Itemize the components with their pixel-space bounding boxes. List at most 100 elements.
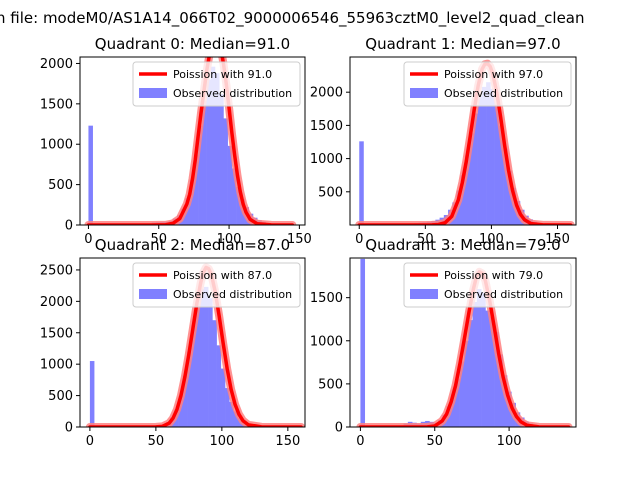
x-tick-label: 100 [479, 232, 504, 247]
y-tick-label: 1500 [40, 97, 73, 112]
histogram-bar [469, 133, 474, 225]
histogram-bar [231, 168, 237, 225]
x-tick-label: 50 [150, 232, 167, 247]
histogram-bar [185, 198, 190, 225]
y-tick-label: 500 [48, 178, 73, 193]
legend-observed-label: Observed distribution [444, 288, 563, 301]
x-tick-label: 100 [209, 434, 234, 449]
quadrant-panel-1: Quadrant 1: Median=97.0 0 50 100 150 500 1000 1… [310, 35, 577, 247]
y-tick-label: 1000 [40, 358, 73, 373]
histogram-bar [502, 375, 508, 427]
histogram-bar [450, 394, 456, 427]
histogram-bar [227, 145, 233, 225]
x-tick-label: 0 [355, 232, 363, 247]
y-tick-label: 1500 [310, 291, 343, 306]
histogram-bar [498, 125, 504, 225]
legend: Poission with 91.0 Observed distribution [132, 61, 301, 107]
x-tick-label: 0 [84, 232, 92, 247]
y-tick-label: 1500 [40, 326, 73, 341]
y-tick-label: 2000 [40, 295, 73, 310]
histogram-bar [360, 258, 366, 427]
histogram-bar [223, 118, 228, 225]
legend-observed-swatch [410, 289, 438, 299]
histogram-bar [206, 79, 212, 225]
panel-title: Quadrant 1: Median=97.0 [365, 35, 560, 53]
legend: Poission with 87.0 Observed distribution [132, 262, 301, 308]
histogram-bar [220, 368, 226, 427]
histogram-bar [489, 316, 495, 427]
histogram-bar [199, 288, 205, 427]
x-tick-label: 150 [275, 434, 300, 449]
plot-area [84, 57, 297, 225]
y-tick-label: 2000 [310, 86, 343, 101]
y-tick-label: 1000 [310, 334, 343, 349]
histogram-bar [459, 361, 465, 427]
legend: Poission with 79.0 Observed distribution [403, 262, 572, 308]
histogram-bar [468, 320, 473, 427]
histogram-bar [215, 73, 220, 225]
quadrant-panel-3: Quadrant 3: Median=79.00 50 10005001000150… [310, 236, 577, 449]
histogram-bar [233, 411, 238, 427]
y-tick-label: 500 [318, 377, 343, 392]
quadrant-panel-0: Quadrant 0: Median=91.00 50 100 15005001000… [40, 35, 312, 247]
x-tick-label: 100 [497, 434, 522, 449]
y-tick-label: 0 [335, 421, 343, 436]
y-tick-label: 500 [318, 185, 343, 200]
histogram-bar [460, 175, 466, 225]
histogram-bar [202, 100, 207, 225]
legend-box [403, 262, 572, 308]
quadrant-panel-2: Quadrant 2: Median=87.00 50 100 15005001000… [40, 236, 306, 449]
histogram-bar [477, 96, 483, 225]
histogram-bar [216, 345, 222, 427]
panel-title: Quadrant 3: Median=79.0 [365, 236, 560, 254]
histogram-bar [486, 82, 491, 225]
histogram-bar [464, 155, 470, 225]
legend-observed-swatch [410, 88, 438, 98]
x-tick-label: 0 [356, 434, 364, 449]
histogram-bar [225, 388, 230, 427]
legend-box [132, 262, 301, 308]
x-tick-label: 0 [86, 434, 94, 449]
legend-box [132, 61, 301, 107]
histogram-bar [455, 378, 460, 427]
y-tick-label: 1000 [40, 138, 73, 153]
panels: Quadrant 0: Median=91.00 50 100 15005001000… [40, 35, 577, 449]
y-tick-label: 2500 [40, 263, 73, 278]
histogram-bar [498, 354, 503, 427]
histogram-bar [193, 154, 199, 225]
legend-poisson-label: Poission with 97.0 [444, 68, 543, 81]
y-tick-label: 0 [65, 219, 73, 234]
histogram-bar [359, 141, 364, 225]
histogram-bar [481, 86, 487, 225]
histogram-bar [212, 320, 217, 427]
axes-frame [79, 257, 306, 428]
panel-title: Quadrant 2: Median=87.0 [95, 236, 290, 254]
legend-poisson-label: Poission with 79.0 [444, 269, 543, 282]
axes-frame [79, 56, 306, 226]
legend-poisson-label: Poission with 91.0 [173, 68, 272, 81]
x-tick-label: 50 [148, 434, 165, 449]
figure-suptitle: n file: modeM0/AS1A14_066T02_9000006546_… [0, 9, 585, 28]
histogram-bar [187, 351, 192, 427]
x-tick-label: 150 [287, 232, 312, 247]
legend-observed-label: Observed distribution [173, 87, 292, 100]
histogram-bar [236, 187, 241, 225]
histogram-bar [481, 292, 486, 427]
histogram-bar [198, 125, 203, 225]
histogram-bar [229, 401, 234, 427]
histogram-bar [494, 104, 500, 225]
x-tick-label: 50 [426, 434, 443, 449]
y-tick-label: 0 [65, 421, 73, 436]
legend-observed-label: Observed distribution [444, 87, 563, 100]
histogram-bar [208, 298, 213, 427]
y-tick-label: 1500 [310, 119, 343, 134]
histogram-bar [503, 148, 508, 225]
histogram-bar [89, 361, 95, 427]
histogram-bar [490, 88, 495, 225]
x-tick-label: 50 [417, 232, 434, 247]
y-tick-label: 1000 [310, 152, 343, 167]
legend-observed-label: Observed distribution [173, 288, 292, 301]
legend-observed-swatch [139, 88, 167, 98]
histogram-bar [203, 286, 209, 427]
